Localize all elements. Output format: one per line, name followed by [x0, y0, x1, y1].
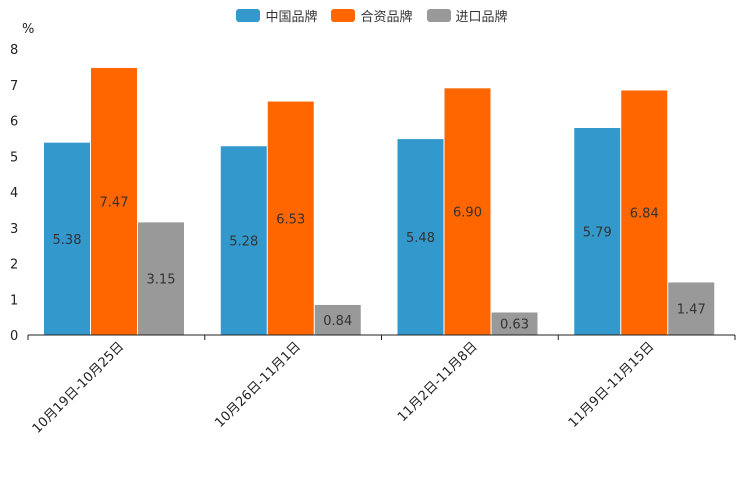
bar-series-0-cat-2[interactable]: [397, 139, 444, 335]
bar-series-1-cat-3[interactable]: [621, 90, 668, 335]
x-tick-label: 10月19日-10月25日: [30, 339, 127, 436]
legend-label-import-brand: 进口品牌: [455, 10, 508, 25]
bars: 5.38 7.47 3.15 5.28 6.53 0.84 5.48 6.90 0.63 5.79…: [44, 67, 715, 336]
y-tick-label: 8: [10, 43, 18, 58]
bar-value-label: 0.63: [500, 318, 529, 333]
bar-series-0-cat-3[interactable]: [574, 128, 621, 335]
legend-item-china-brand[interactable]: 中国品牌: [236, 6, 317, 25]
bar-series-1-cat-1[interactable]: [267, 101, 314, 336]
legend-item-import-brand[interactable]: 进口品牌: [426, 6, 508, 25]
bar-series-0-cat-0[interactable]: [44, 142, 90, 335]
x-axis: 10月19日-10月25日 10月26日-11月1日 11月2日-11月8日 11月9…: [27, 334, 736, 437]
y-tick-label: 2: [10, 258, 18, 273]
bar-series-2-cat-3[interactable]: [668, 282, 715, 335]
bar-series-2-cat-2[interactable]: [491, 312, 538, 335]
legend-label-jv-brand: 合资品牌: [360, 10, 413, 25]
bar-value-label: 6.90: [453, 206, 482, 221]
bar-series-0-cat-1[interactable]: [220, 146, 267, 335]
bar-value-label: 5.28: [229, 235, 258, 250]
bar-value-label: 5.38: [53, 233, 82, 248]
bar-value-label: 6.53: [276, 212, 305, 227]
x-tick-label: 11月2日-11月8日: [395, 339, 481, 425]
x-tick-label: 10月26日-11月1日: [212, 339, 304, 431]
bar-series-1-cat-2[interactable]: [444, 88, 491, 335]
legend-item-jv-brand[interactable]: 合资品牌: [331, 6, 413, 25]
y-tick-label: 4: [10, 186, 18, 201]
y-tick-label: 6: [10, 115, 18, 130]
bar-value-label: 3.15: [147, 273, 176, 288]
bar-value-label: 6.84: [630, 207, 659, 222]
legend-swatch-import-brand: [426, 9, 451, 22]
bar-value-label: 1.47: [677, 303, 706, 318]
x-tick-label: 11月9日-11月15日: [566, 339, 658, 431]
bar-series-2-cat-0[interactable]: [138, 222, 184, 335]
bar-series-1-cat-0[interactable]: [91, 67, 137, 335]
y-tick-label: 5: [10, 150, 18, 165]
bar-value-label: 5.79: [583, 226, 612, 241]
y-axis-unit-label: %: [22, 22, 34, 37]
legend: 中国品牌 合资品牌 进口品牌: [0, 6, 744, 25]
y-tick-label: 7: [10, 79, 18, 94]
y-tick-label: 0: [10, 329, 18, 344]
legend-label-china-brand: 中国品牌: [265, 10, 318, 25]
y-axis: 0 1 2 3 4 5 6 7 8: [10, 43, 18, 344]
bar-value-label: 0.84: [323, 314, 352, 329]
bar-value-label: 7.47: [100, 195, 129, 210]
legend-swatch-jv-brand: [331, 9, 356, 22]
bar-value-label: 5.48: [406, 231, 435, 246]
bar-series-2-cat-1[interactable]: [314, 304, 361, 335]
y-tick-label: 1: [10, 293, 18, 308]
y-tick-label: 3: [10, 222, 18, 237]
legend-swatch-china-brand: [236, 9, 261, 22]
